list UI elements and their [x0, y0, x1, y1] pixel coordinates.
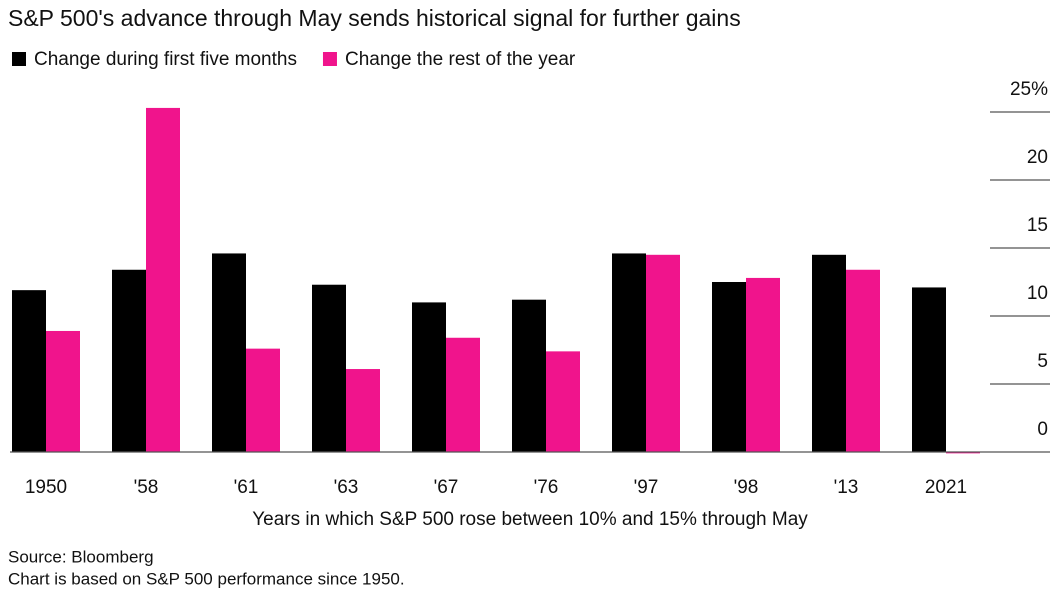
x-tick-label: '98 — [734, 477, 759, 498]
bar — [512, 299, 546, 452]
legend-label: Change during first five months — [34, 49, 297, 70]
bar — [746, 277, 780, 452]
bar — [246, 348, 280, 452]
bar — [612, 253, 646, 452]
bar — [112, 269, 146, 452]
bar — [846, 269, 880, 452]
x-tick-label: '67 — [434, 477, 459, 498]
bar — [946, 452, 980, 454]
y-tick-label: 20 — [1027, 147, 1048, 168]
y-tick-label: 5 — [1037, 351, 1048, 372]
bar — [146, 107, 180, 453]
y-tick-label: 0 — [1037, 419, 1048, 440]
x-tick-label: 1950 — [25, 477, 67, 498]
bar — [46, 330, 80, 452]
bar — [912, 287, 946, 452]
x-axis-label: Years in which S&P 500 rose between 10% … — [252, 509, 808, 530]
bar — [646, 254, 680, 452]
bar — [712, 282, 746, 452]
legend-swatch — [12, 52, 26, 66]
x-tick-label: '76 — [534, 477, 559, 498]
x-tick-label: '58 — [134, 477, 159, 498]
bar — [12, 290, 46, 452]
bar — [312, 284, 346, 452]
x-tick-label: '63 — [334, 477, 359, 498]
note: Chart is based on S&P 500 performance si… — [8, 569, 405, 588]
bar — [546, 351, 580, 452]
y-tick-label: 25% — [1010, 79, 1048, 100]
y-tick-label: 10 — [1027, 283, 1048, 304]
bar — [212, 253, 246, 452]
x-tick-label: 2021 — [925, 477, 967, 498]
bar — [412, 302, 446, 452]
y-tick-label: 15 — [1027, 215, 1048, 236]
x-tick-label: '97 — [634, 477, 659, 498]
x-tick-label: '61 — [234, 477, 259, 498]
chart-title: S&P 500's advance through May sends hist… — [8, 5, 741, 31]
legend-swatch — [322, 52, 337, 66]
bar — [446, 337, 480, 452]
bar — [812, 254, 846, 452]
bar — [346, 369, 380, 452]
x-tick-label: '13 — [834, 477, 859, 498]
legend-label: Change the rest of the year — [345, 49, 576, 70]
source: Source: Bloomberg — [8, 547, 154, 566]
